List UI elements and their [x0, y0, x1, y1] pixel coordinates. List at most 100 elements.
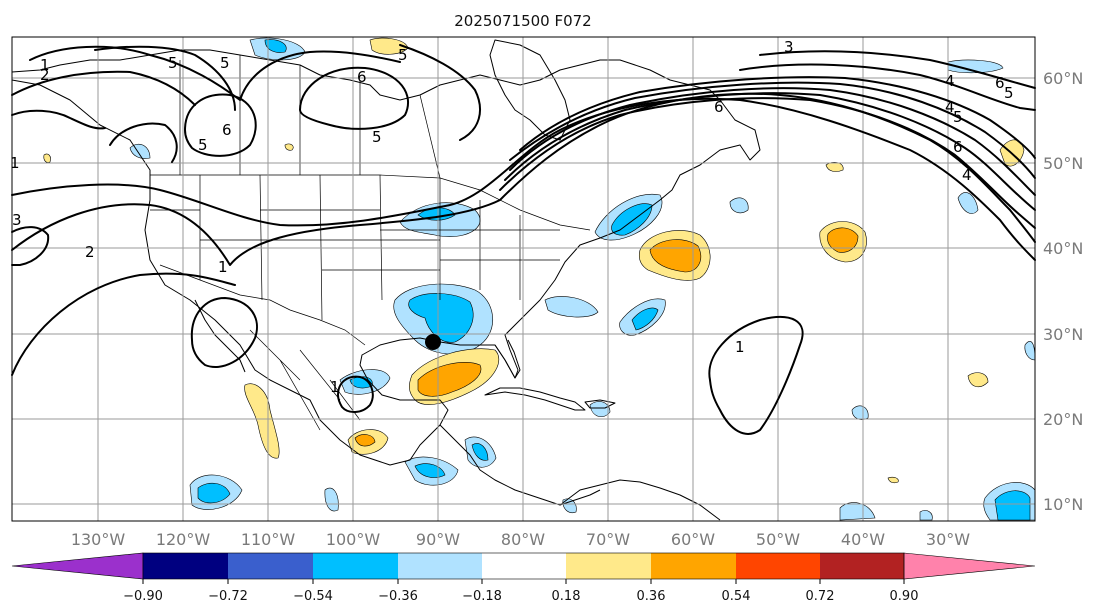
- colorbar-segment: [820, 553, 904, 579]
- shade-light-blue: [851, 405, 869, 420]
- contour-label: 4: [945, 72, 955, 90]
- contour-line: [94, 45, 236, 111]
- colorbar-tick-label: −0.36: [378, 589, 418, 604]
- shade-deep-blue: [994, 490, 1031, 521]
- contour-label: 1: [218, 258, 228, 276]
- contour-line: [739, 63, 1036, 111]
- location-marker: [425, 334, 441, 350]
- colorbar-tick-label: 0.54: [722, 589, 751, 604]
- colorbar-tick-label: −0.54: [293, 589, 333, 604]
- contour-label: 4: [962, 166, 972, 184]
- colorbar: −0.90 −0.72 −0.54 −0.36 −0.18 0.18 0.36 …: [11, 552, 1036, 604]
- contour-line: [11, 97, 1036, 261]
- contour-label: 3: [12, 211, 22, 229]
- contour-label: 5: [198, 136, 208, 154]
- shade-light-blue: [589, 401, 611, 418]
- lat-label: 20°N: [1043, 410, 1083, 429]
- colorbar-tick-label: 0.90: [890, 589, 919, 604]
- contour-line: [11, 109, 106, 130]
- colorbar-ticks: [142, 579, 905, 584]
- contour-line: [504, 92, 1036, 211]
- shade-orange: [827, 227, 859, 253]
- lon-label: 130°W: [71, 530, 126, 549]
- lon-label: 50°W: [756, 530, 800, 549]
- contour-line: [190, 297, 258, 368]
- contour-line: [759, 50, 1036, 89]
- shade-light-yellow: [967, 372, 989, 388]
- shade-light-yellow: [284, 143, 294, 151]
- map-frame: [11, 36, 1036, 522]
- contour-label: 1: [330, 378, 340, 396]
- border-canada-provinces: [179, 55, 441, 179]
- contour-label: 1: [10, 154, 20, 172]
- contour-line: [11, 226, 50, 266]
- contour-label: 6: [995, 74, 1005, 92]
- colorbar-segment: [736, 553, 820, 579]
- lat-label: 30°N: [1043, 325, 1083, 344]
- gridlines: [12, 37, 1035, 521]
- contour-label: 5: [220, 54, 230, 72]
- shade-light-blue: [729, 197, 749, 214]
- contour-layer: [11, 44, 1036, 435]
- colorbar-tick-label: 0.72: [806, 589, 835, 604]
- shade-light-blue: [947, 59, 1004, 74]
- lat-label: 10°N: [1043, 495, 1083, 514]
- contour-line: [708, 316, 804, 435]
- contour-line: [29, 45, 401, 101]
- border-canada-us: [150, 174, 591, 231]
- shade-light-yellow: [825, 161, 844, 172]
- colorbar-tick-label: 0.18: [552, 589, 581, 604]
- contour-label: 6: [714, 98, 724, 116]
- border-mexico-states: [249, 329, 361, 431]
- shade-deep-blue: [408, 293, 474, 343]
- colorbar-tick-label: −0.72: [208, 589, 248, 604]
- lon-label: 70°W: [586, 530, 630, 549]
- shade-light-blue: [562, 498, 577, 513]
- lon-label: 110°W: [241, 530, 296, 549]
- contour-labels: 1 2 1 3 2 1 5 5 6 6 5 5 5 6 3 4 6 5 4 5 …: [10, 38, 1014, 396]
- contour-line: [11, 272, 236, 376]
- colorbar-frame: [142, 552, 905, 580]
- lon-label: 30°W: [926, 530, 970, 549]
- contour-line: [399, 44, 481, 141]
- colorbar-tick-label: 0.36: [637, 589, 666, 604]
- lon-label: 40°W: [841, 530, 885, 549]
- contour-line: [184, 93, 257, 157]
- contour-label: 5: [168, 54, 178, 72]
- contour-label: 6: [222, 121, 232, 139]
- contour-line: [11, 70, 196, 106]
- contour-line: [299, 66, 410, 130]
- contour-label: 5: [398, 46, 408, 64]
- lon-label: 80°W: [501, 530, 545, 549]
- contour-label: 2: [85, 243, 95, 261]
- contour-line: [337, 375, 374, 413]
- lon-label: 90°W: [416, 530, 460, 549]
- contour-line: [519, 76, 1036, 159]
- shade-deep-blue: [197, 482, 231, 504]
- contour-label: 3: [784, 38, 794, 56]
- shade-orange: [417, 362, 482, 397]
- colorbar-segment: [651, 553, 736, 579]
- colorbar-segment: [143, 553, 228, 579]
- map-title: 2025071500 F072: [454, 12, 591, 30]
- longitude-labels: 130°W 120°W 110°W 100°W 90°W 80°W 70°W 6…: [71, 530, 970, 549]
- shade-deep-blue: [264, 39, 287, 53]
- shade-light-blue: [839, 502, 876, 521]
- shade-orange: [354, 434, 376, 447]
- contour-label: 1: [40, 56, 50, 74]
- contour-label: 6: [953, 138, 963, 156]
- colorbar-over-arrow: [903, 552, 1036, 580]
- contour-label: 4: [945, 98, 955, 116]
- contour-label: 5: [372, 128, 382, 146]
- contour-label: 2: [40, 66, 50, 84]
- colorbar-segment: [482, 553, 566, 579]
- state-borders: [150, 55, 591, 431]
- colorbar-segment: [228, 553, 313, 579]
- colorbar-segment: [566, 553, 651, 579]
- shade-deep-blue: [471, 443, 489, 461]
- lon-label: 120°W: [156, 530, 211, 549]
- shade-deep-blue: [611, 203, 653, 236]
- shade-light-yellow: [244, 383, 280, 459]
- shade-light-blue: [919, 510, 933, 521]
